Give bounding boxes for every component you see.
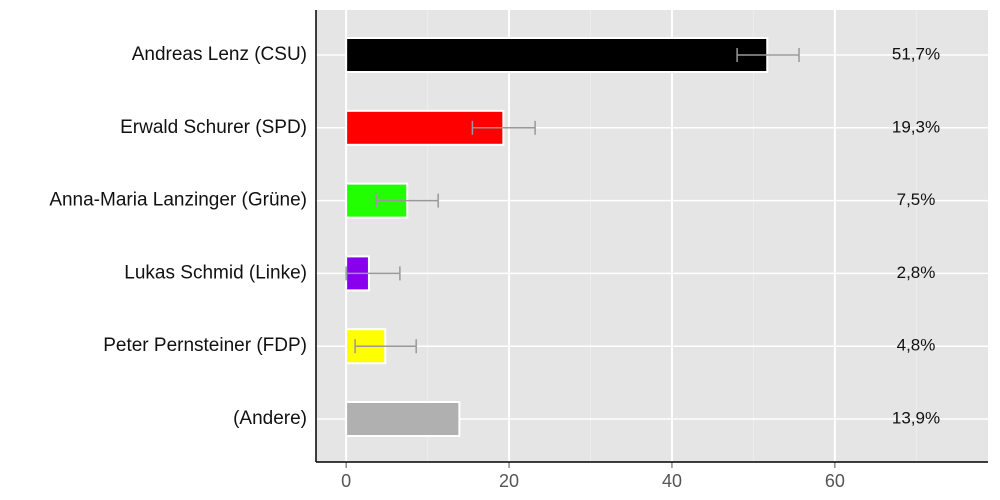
value-label: 7,5% xyxy=(897,190,936,209)
x-tick-label: 20 xyxy=(499,471,519,491)
category-label: Lukas Schmid (Linke) xyxy=(124,262,307,283)
value-label: 2,8% xyxy=(897,263,936,282)
error-bar xyxy=(375,193,439,208)
error-bar xyxy=(736,48,800,62)
error-bar xyxy=(345,266,401,281)
x-tick-label: 60 xyxy=(825,471,845,491)
category-label: Erwald Schurer (SPD) xyxy=(120,117,307,138)
error-bar xyxy=(354,339,417,354)
category-label: Anna-Maria Lanzinger (Grüne) xyxy=(49,190,307,211)
error-bar xyxy=(471,120,536,135)
bar xyxy=(345,401,461,437)
bar xyxy=(345,37,769,73)
category-label: Andreas Lenz (CSU) xyxy=(132,44,307,65)
plot-background xyxy=(316,10,988,462)
category-label: (Andere) xyxy=(233,408,307,429)
value-label: 51,7% xyxy=(892,44,940,63)
value-label: 13,9% xyxy=(892,408,940,427)
x-tick-label: 40 xyxy=(662,471,682,491)
value-label: 19,3% xyxy=(892,117,940,136)
category-label: Peter Pernsteiner (FDP) xyxy=(103,335,307,356)
value-label: 4,8% xyxy=(897,336,936,355)
x-tick-label: 0 xyxy=(341,471,351,491)
